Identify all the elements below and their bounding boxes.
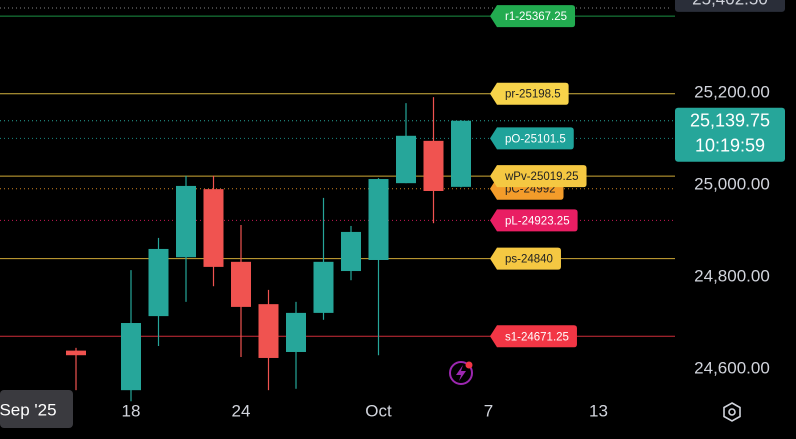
y-tick-label: 25,000.00: [694, 174, 770, 193]
level-tag-label: wPv-25019.25: [504, 171, 579, 183]
x-tick-label: Oct: [365, 401, 392, 420]
level-tag: pr-25198.5: [490, 82, 569, 105]
x-tick-label: 24: [232, 401, 251, 420]
candle-body: [396, 135, 416, 184]
top-price-box: [675, 0, 785, 12]
candle-body: [203, 189, 224, 267]
candle-body: [231, 261, 251, 307]
level-tag-label: pL-24923.25: [505, 215, 570, 227]
y-tick-label: 24,600.00: [694, 358, 770, 377]
alert-ring: [449, 361, 473, 385]
settings-hex: [723, 402, 741, 422]
alert-dot: [465, 361, 473, 369]
candle-body: [176, 185, 196, 258]
y-tick-label: 24,800.00: [694, 266, 770, 285]
y-tick-label: 25,200.00: [694, 82, 770, 101]
candle-body: [148, 248, 169, 317]
level-tag-box: [490, 82, 569, 105]
candle-body: [423, 140, 444, 191]
candle-body: [286, 312, 306, 352]
x-tick-label: 18: [122, 401, 141, 420]
level-tag-box: [490, 5, 576, 28]
candle-body: [341, 231, 361, 272]
level-tag: pO-25101.5: [490, 127, 574, 150]
level-tag-label: ps-24840: [505, 254, 553, 266]
sticky-date-box: [0, 390, 73, 428]
level-tag-label: r1-25367.25: [505, 11, 567, 23]
level-tag-box: [490, 127, 574, 150]
alert-icon[interactable]: [449, 361, 473, 385]
level-tag: wPv-25019.25: [490, 165, 587, 188]
candle-body: [368, 179, 389, 260]
level-tag-box: [490, 247, 561, 270]
level-tag-label: pO-25101.5: [505, 133, 566, 145]
current-price-label: 25,139.75: [690, 110, 770, 130]
settings-center: [728, 408, 736, 416]
candle-body: [258, 304, 279, 358]
level-tag: r1-25367.25: [490, 5, 576, 28]
settings-icon[interactable]: [723, 402, 741, 422]
level-tag-box: [490, 209, 578, 232]
level-tag-box: [490, 325, 577, 348]
level-tag-label: pr-25198.5: [505, 89, 561, 101]
candle-body: [66, 350, 86, 356]
top-price-label: 25,402.50: [692, 0, 768, 8]
x-tick-label: 13: [589, 401, 608, 420]
level-tag-box: [490, 165, 587, 188]
countdown: 10:19:59: [695, 135, 765, 155]
sticky-date-label: Sep '25: [0, 400, 57, 419]
current-price-box: [675, 107, 785, 162]
candle-body: [451, 120, 471, 187]
level-tag-label: s1-24671.25: [505, 331, 569, 343]
level-tag: s1-24671.25: [490, 325, 577, 348]
level-tag: pL-24923.25: [490, 209, 578, 232]
alert-bolt: [456, 365, 466, 381]
candle-body: [121, 323, 141, 391]
x-tick-label: 7: [484, 401, 493, 420]
level-tag: ps-24840: [490, 247, 561, 270]
candle-body: [313, 261, 334, 313]
